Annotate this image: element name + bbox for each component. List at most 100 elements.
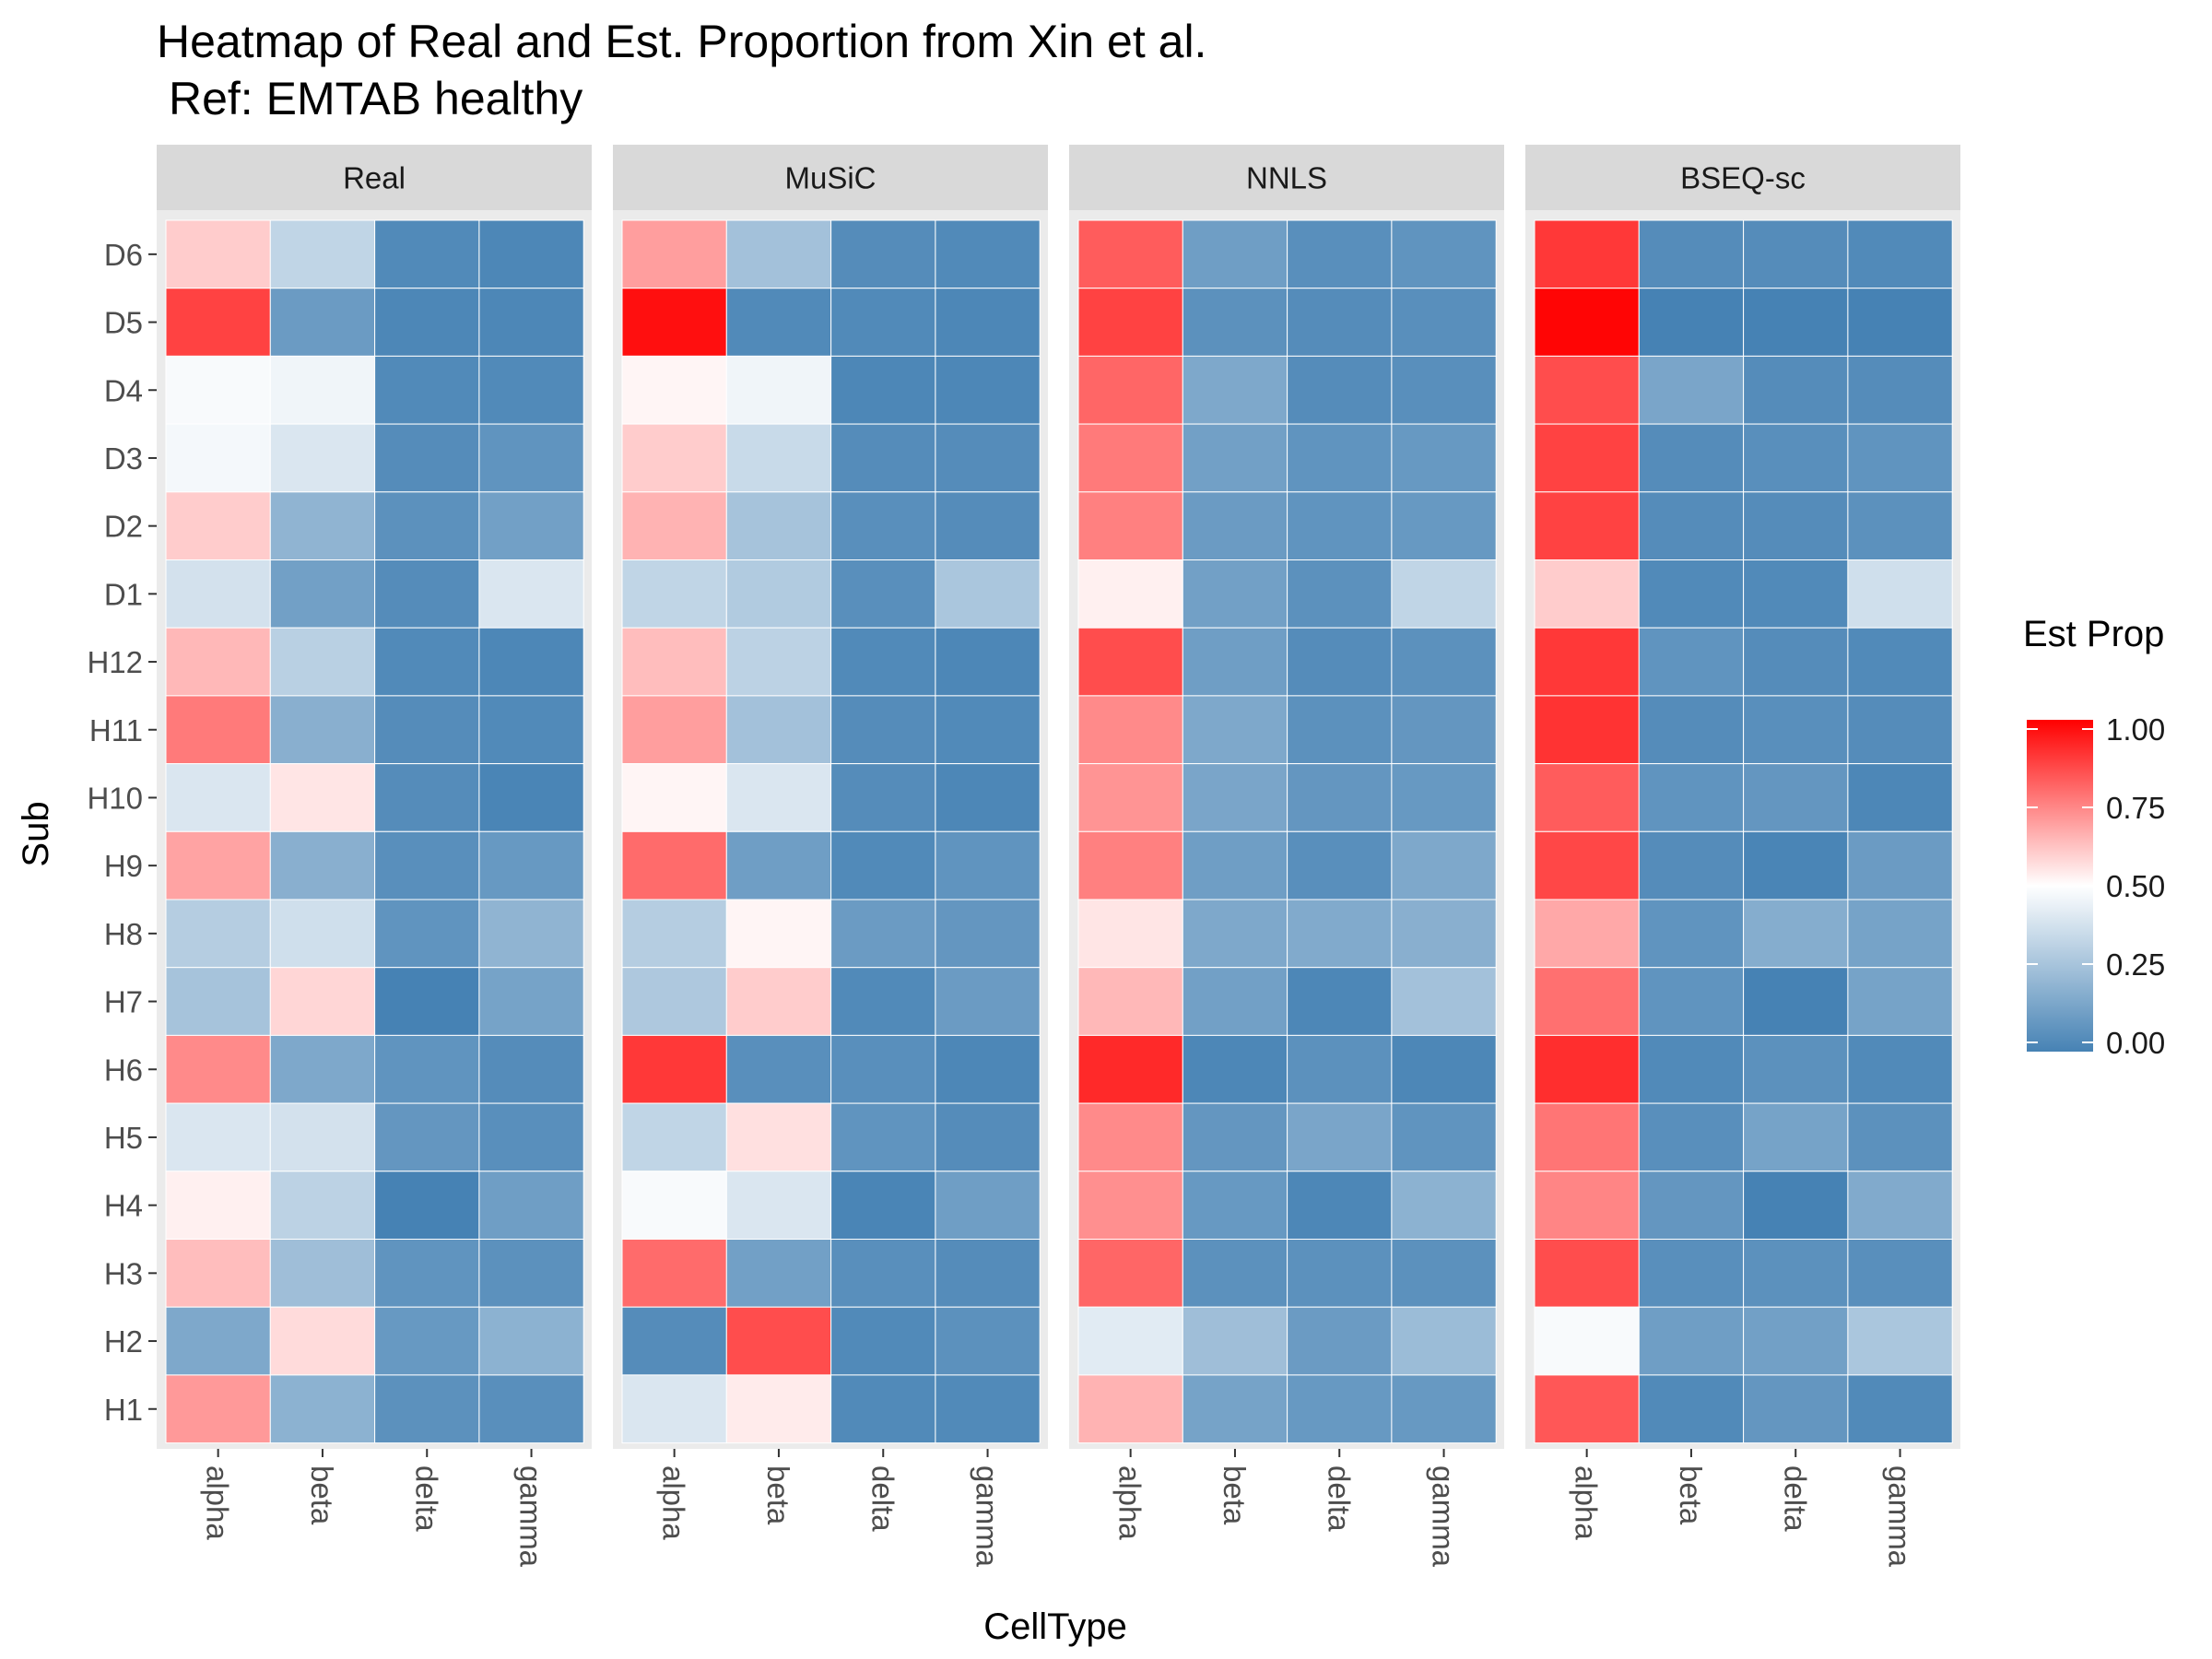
heatmap-cell	[1638, 1239, 1745, 1308]
heatmap-cell	[269, 627, 376, 697]
heatmap-cell	[935, 1239, 1041, 1308]
heatmap-cell	[1534, 1034, 1640, 1104]
heatmap-cell	[1077, 1374, 1183, 1444]
heatmap-cell	[1638, 830, 1745, 900]
heatmap-cell	[1391, 1239, 1497, 1308]
heatmap-cell	[1534, 1102, 1640, 1172]
heatmap-cell	[1287, 1034, 1393, 1104]
x-tick-label: alpha	[1113, 1465, 1147, 1540]
heatmap-cell	[935, 695, 1041, 765]
heatmap-cell	[1638, 763, 1745, 832]
heatmap-cell	[1391, 1102, 1497, 1172]
heatmap-cell	[1182, 1171, 1288, 1241]
heatmap-cell	[1847, 288, 1953, 357]
heatmap-cell	[374, 423, 480, 493]
heatmap-cell	[725, 1034, 832, 1104]
legend-colorbar: 0.00 0.25 0.50 0.75 1.00	[2027, 712, 2165, 1060]
heatmap-cell	[165, 1034, 271, 1104]
heatmap-cell	[374, 1171, 480, 1241]
heatmap-cell	[374, 288, 480, 357]
heatmap-cell	[1182, 288, 1288, 357]
heatmap-cell	[165, 1102, 271, 1172]
heatmap-cell	[478, 491, 584, 560]
heatmap-cell	[1534, 288, 1640, 357]
heatmap-cell	[1847, 627, 1953, 697]
heatmap-cell	[1182, 899, 1288, 969]
heatmap-cell	[1077, 627, 1183, 697]
heatmap-cell	[374, 491, 480, 560]
heatmap-cell	[1638, 1374, 1745, 1444]
heatmap-cell	[725, 763, 832, 832]
heatmap-cell	[935, 967, 1041, 1036]
legend-tick-label: 0.25	[2106, 947, 2165, 982]
heatmap-cell	[1638, 1171, 1745, 1241]
heatmap-cell	[1743, 830, 1849, 900]
heatmap-cell	[165, 967, 271, 1036]
y-tick-label: H11	[89, 713, 143, 747]
facet-strip	[613, 145, 1048, 210]
heatmap-cell	[725, 899, 832, 969]
heatmap-cell	[269, 288, 376, 357]
heatmap-cell	[374, 1239, 480, 1308]
y-tick-label: D6	[104, 238, 143, 272]
heatmap-cell	[1182, 1374, 1288, 1444]
heatmap-cell	[1534, 355, 1640, 425]
heatmap-cell	[478, 288, 584, 357]
heatmap-cell	[1534, 763, 1640, 832]
facet-strip-label: MuSiC	[784, 161, 876, 195]
heatmap-cell	[1534, 219, 1640, 289]
heatmap-cell	[1638, 355, 1745, 425]
heatmap-cell	[621, 1102, 727, 1172]
heatmap-cell	[1077, 830, 1183, 900]
x-tick-label: gamma	[971, 1465, 1005, 1568]
heatmap-cell	[1638, 1306, 1745, 1376]
heatmap-cell	[1391, 627, 1497, 697]
heatmap-cell	[1743, 219, 1849, 289]
heatmap-cell	[374, 967, 480, 1036]
heatmap-cell	[1743, 1171, 1849, 1241]
heatmap-cell	[269, 1102, 376, 1172]
x-tick-label: beta	[1218, 1465, 1252, 1525]
heatmap-cell	[935, 1374, 1041, 1444]
heatmap-cell	[1534, 491, 1640, 560]
heatmap-cell	[165, 695, 271, 765]
heatmap-cell	[374, 1306, 480, 1376]
heatmap-cell	[1391, 763, 1497, 832]
heatmap-cell	[830, 627, 936, 697]
heatmap-cell	[621, 219, 727, 289]
heatmap-cell	[1391, 491, 1497, 560]
facet-panel-bseq-sc: BSEQ-sc alpha beta delta gamma	[1525, 145, 1960, 1568]
heatmap-cell	[1534, 1239, 1640, 1308]
heatmap-cell	[621, 627, 727, 697]
heatmap-cell	[1287, 491, 1393, 560]
heatmap-cell	[1743, 423, 1849, 493]
y-axis: D6 D5 D4 D3 D2 D1 H12 H11 H10 H9 H8 H7 H6 H5 H4 H3 H2 H1	[87, 238, 157, 1427]
heatmap-cell	[1287, 627, 1393, 697]
heatmap-cell	[165, 1239, 271, 1308]
heatmap-cell	[1534, 1306, 1640, 1376]
heatmap-cell	[725, 1171, 832, 1241]
heatmap-cell	[1182, 627, 1288, 697]
heatmap-cell	[1534, 627, 1640, 697]
heatmap-cell	[1847, 355, 1953, 425]
facet-strip-label: BSEQ-sc	[1680, 161, 1806, 195]
heatmap-cell	[165, 355, 271, 425]
heatmap-cell	[1743, 763, 1849, 832]
heatmap-cell	[1638, 491, 1745, 560]
x-tick-label: gamma	[1883, 1465, 1917, 1568]
heatmap-cell	[478, 1102, 584, 1172]
heatmap-cell	[830, 1171, 936, 1241]
heatmap-cell	[1638, 899, 1745, 969]
heatmap-cell	[830, 830, 936, 900]
chart-title: Heatmap of Real and Est. Proportion from…	[157, 16, 1206, 67]
heatmap-cell	[1077, 763, 1183, 832]
x-tick-label: beta	[305, 1465, 339, 1525]
heatmap-cell	[1182, 491, 1288, 560]
heatmap-cell	[1287, 695, 1393, 765]
heatmap-cell	[725, 559, 832, 629]
legend-tick-label: 0.50	[2106, 869, 2165, 903]
heatmap-cell	[1534, 830, 1640, 900]
heatmap-cell	[269, 899, 376, 969]
heatmap-cells	[1534, 219, 1953, 1444]
